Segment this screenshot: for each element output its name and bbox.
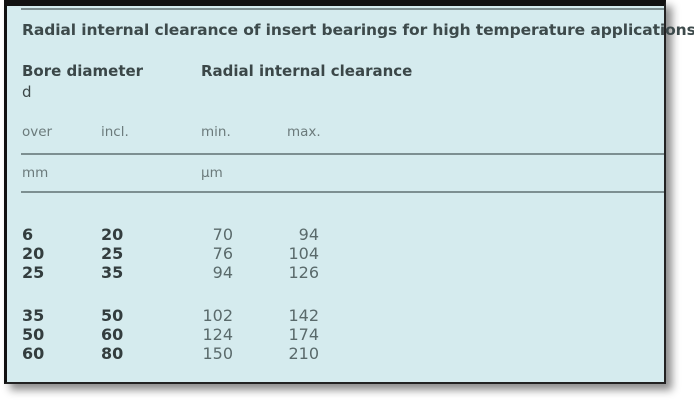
cell-incl: 35 [101, 263, 124, 282]
cell-incl: 80 [101, 344, 124, 363]
unit-bore: mm [22, 165, 49, 181]
cell-over: 25 [22, 263, 45, 282]
unit-rule [21, 191, 664, 193]
cell-min: 150 [202, 344, 233, 363]
cell-min: 124 [202, 325, 233, 344]
header-bore-symbol: d [22, 83, 32, 101]
cell-max: 104 [288, 244, 319, 263]
cell-max: 142 [288, 306, 319, 325]
cell-incl: 25 [101, 244, 124, 263]
header-rule [21, 153, 664, 155]
cell-over: 6 [22, 225, 34, 244]
cell-min: 94 [212, 263, 233, 282]
cell-min: 70 [212, 225, 233, 244]
cell-min: 76 [212, 244, 233, 263]
cell-over: 35 [22, 306, 45, 325]
header-radial-clearance: Radial internal clearance [201, 62, 413, 80]
cell-max: 210 [288, 344, 319, 363]
cell-incl: 60 [101, 325, 124, 344]
cell-incl: 50 [101, 306, 124, 325]
cell-max: 94 [298, 225, 319, 244]
clearance-table-panel: Radial internal clearance of insert bear… [4, 0, 694, 384]
header-incl: incl. [101, 124, 129, 140]
table-title: Radial internal clearance of insert bear… [22, 21, 694, 39]
cell-max: 126 [288, 263, 319, 282]
cell-over: 60 [22, 344, 45, 363]
cell-min: 102 [202, 306, 233, 325]
cell-over: 20 [22, 244, 45, 263]
top-rule [21, 8, 664, 10]
cell-over: 50 [22, 325, 45, 344]
header-bore-diameter: Bore diameter [22, 62, 144, 80]
cell-max: 174 [288, 325, 319, 344]
cell-incl: 20 [101, 225, 124, 244]
header-over: over [22, 124, 53, 140]
header-min: min. [201, 124, 231, 140]
header-max: max. [287, 124, 321, 140]
unit-clearance: µm [201, 165, 223, 181]
